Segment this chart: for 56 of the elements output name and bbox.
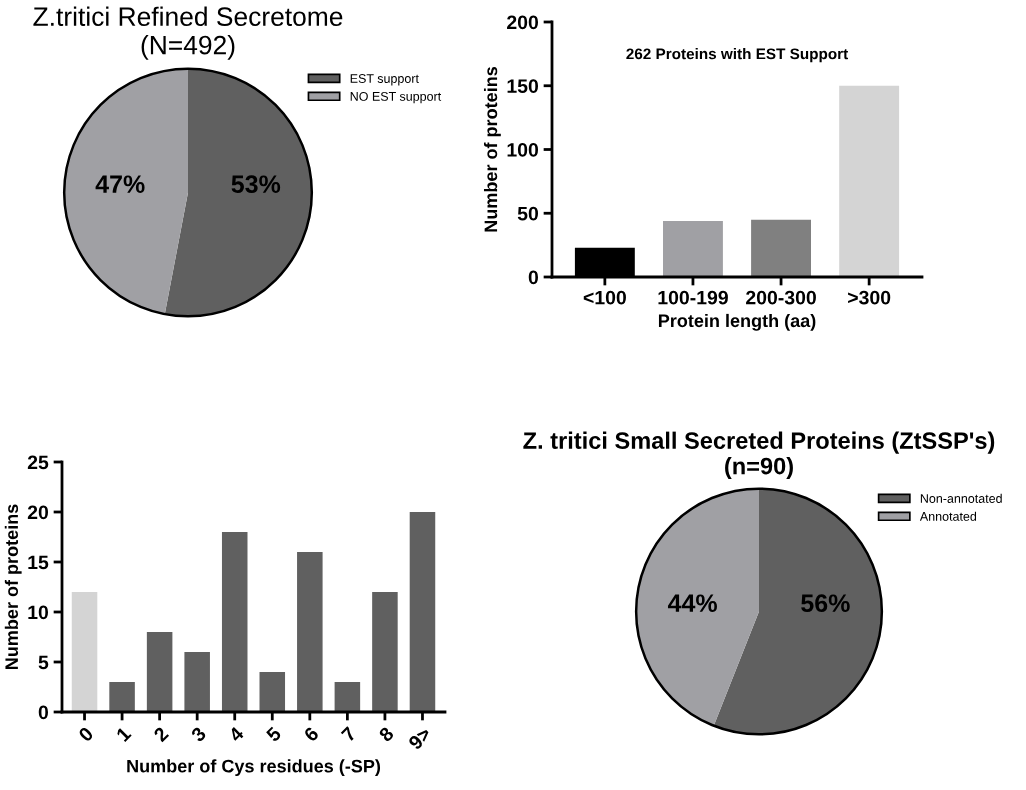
bar	[71, 592, 98, 712]
x-axis-title: Protein length (aa)	[658, 313, 816, 331]
chart-title: Z. tritici Small Secreted Proteins (ZtSSP's) (n=90)	[523, 431, 995, 480]
x-tick-label: 8	[378, 725, 395, 743]
legend-label: EST support	[350, 74, 419, 86]
bar	[109, 682, 135, 712]
bar	[839, 85, 900, 277]
bar	[297, 552, 323, 712]
x-tick-label: 1	[115, 726, 132, 742]
y-tick-label: 150	[507, 79, 539, 93]
x-tick-label: <100	[583, 290, 626, 305]
bar	[663, 220, 723, 277]
bar	[334, 682, 361, 712]
x-tick-label: >300	[848, 290, 891, 305]
x-tick-label: 0	[77, 726, 95, 743]
pie-slice	[164, 68, 312, 317]
bar	[751, 219, 811, 277]
x-tick-label: 2	[152, 726, 170, 743]
pie-slice	[636, 488, 759, 726]
data-label: 53%	[231, 175, 281, 194]
bar	[146, 632, 173, 712]
bar	[409, 512, 436, 712]
y-tick-label: 10	[28, 605, 49, 620]
x-tick-label: 200-300	[746, 290, 816, 305]
data-label: 56%	[801, 594, 850, 613]
bar	[221, 532, 248, 712]
y-axis-title: Number of proteins	[4, 504, 22, 670]
x-tick-label: 100-199	[658, 290, 728, 305]
y-tick-label: 15	[28, 555, 49, 570]
x-tick-label: 7	[340, 726, 357, 743]
y-tick-label: 50	[517, 206, 539, 221]
x-tick-label: 5	[265, 726, 282, 743]
y-axis-title: Number of proteins	[483, 66, 501, 232]
x-tick-label: 9>	[407, 726, 433, 751]
x-tick-label: 3	[190, 726, 207, 743]
legend-label: Non-annotated	[920, 493, 1002, 503]
bar	[259, 672, 286, 712]
bar	[372, 592, 398, 712]
legend-label: NO EST support	[350, 91, 442, 104]
data-label: 44%	[667, 594, 717, 613]
x-tick-label: 4	[227, 725, 245, 743]
legend-label: Annotated	[919, 511, 977, 521]
y-tick-label: 0	[38, 705, 49, 720]
bar	[184, 652, 210, 712]
y-tick-label: 25	[27, 455, 49, 470]
chart-title: Z.tritici Refined Secretome (N=492)	[33, 6, 343, 60]
y-tick-label: 100	[507, 142, 539, 157]
x-axis-title: Number of Cys residues (-SP)	[127, 759, 381, 777]
data-label: 47%	[95, 175, 145, 193]
y-tick-label: 20	[27, 505, 49, 520]
y-tick-label: 5	[38, 655, 49, 670]
y-tick-label: 200	[507, 15, 539, 30]
y-tick-label: 0	[528, 270, 539, 285]
pie-slice	[64, 68, 188, 315]
text: 262 Proteins with EST Support	[626, 48, 849, 63]
x-tick-label: 6	[303, 726, 320, 743]
